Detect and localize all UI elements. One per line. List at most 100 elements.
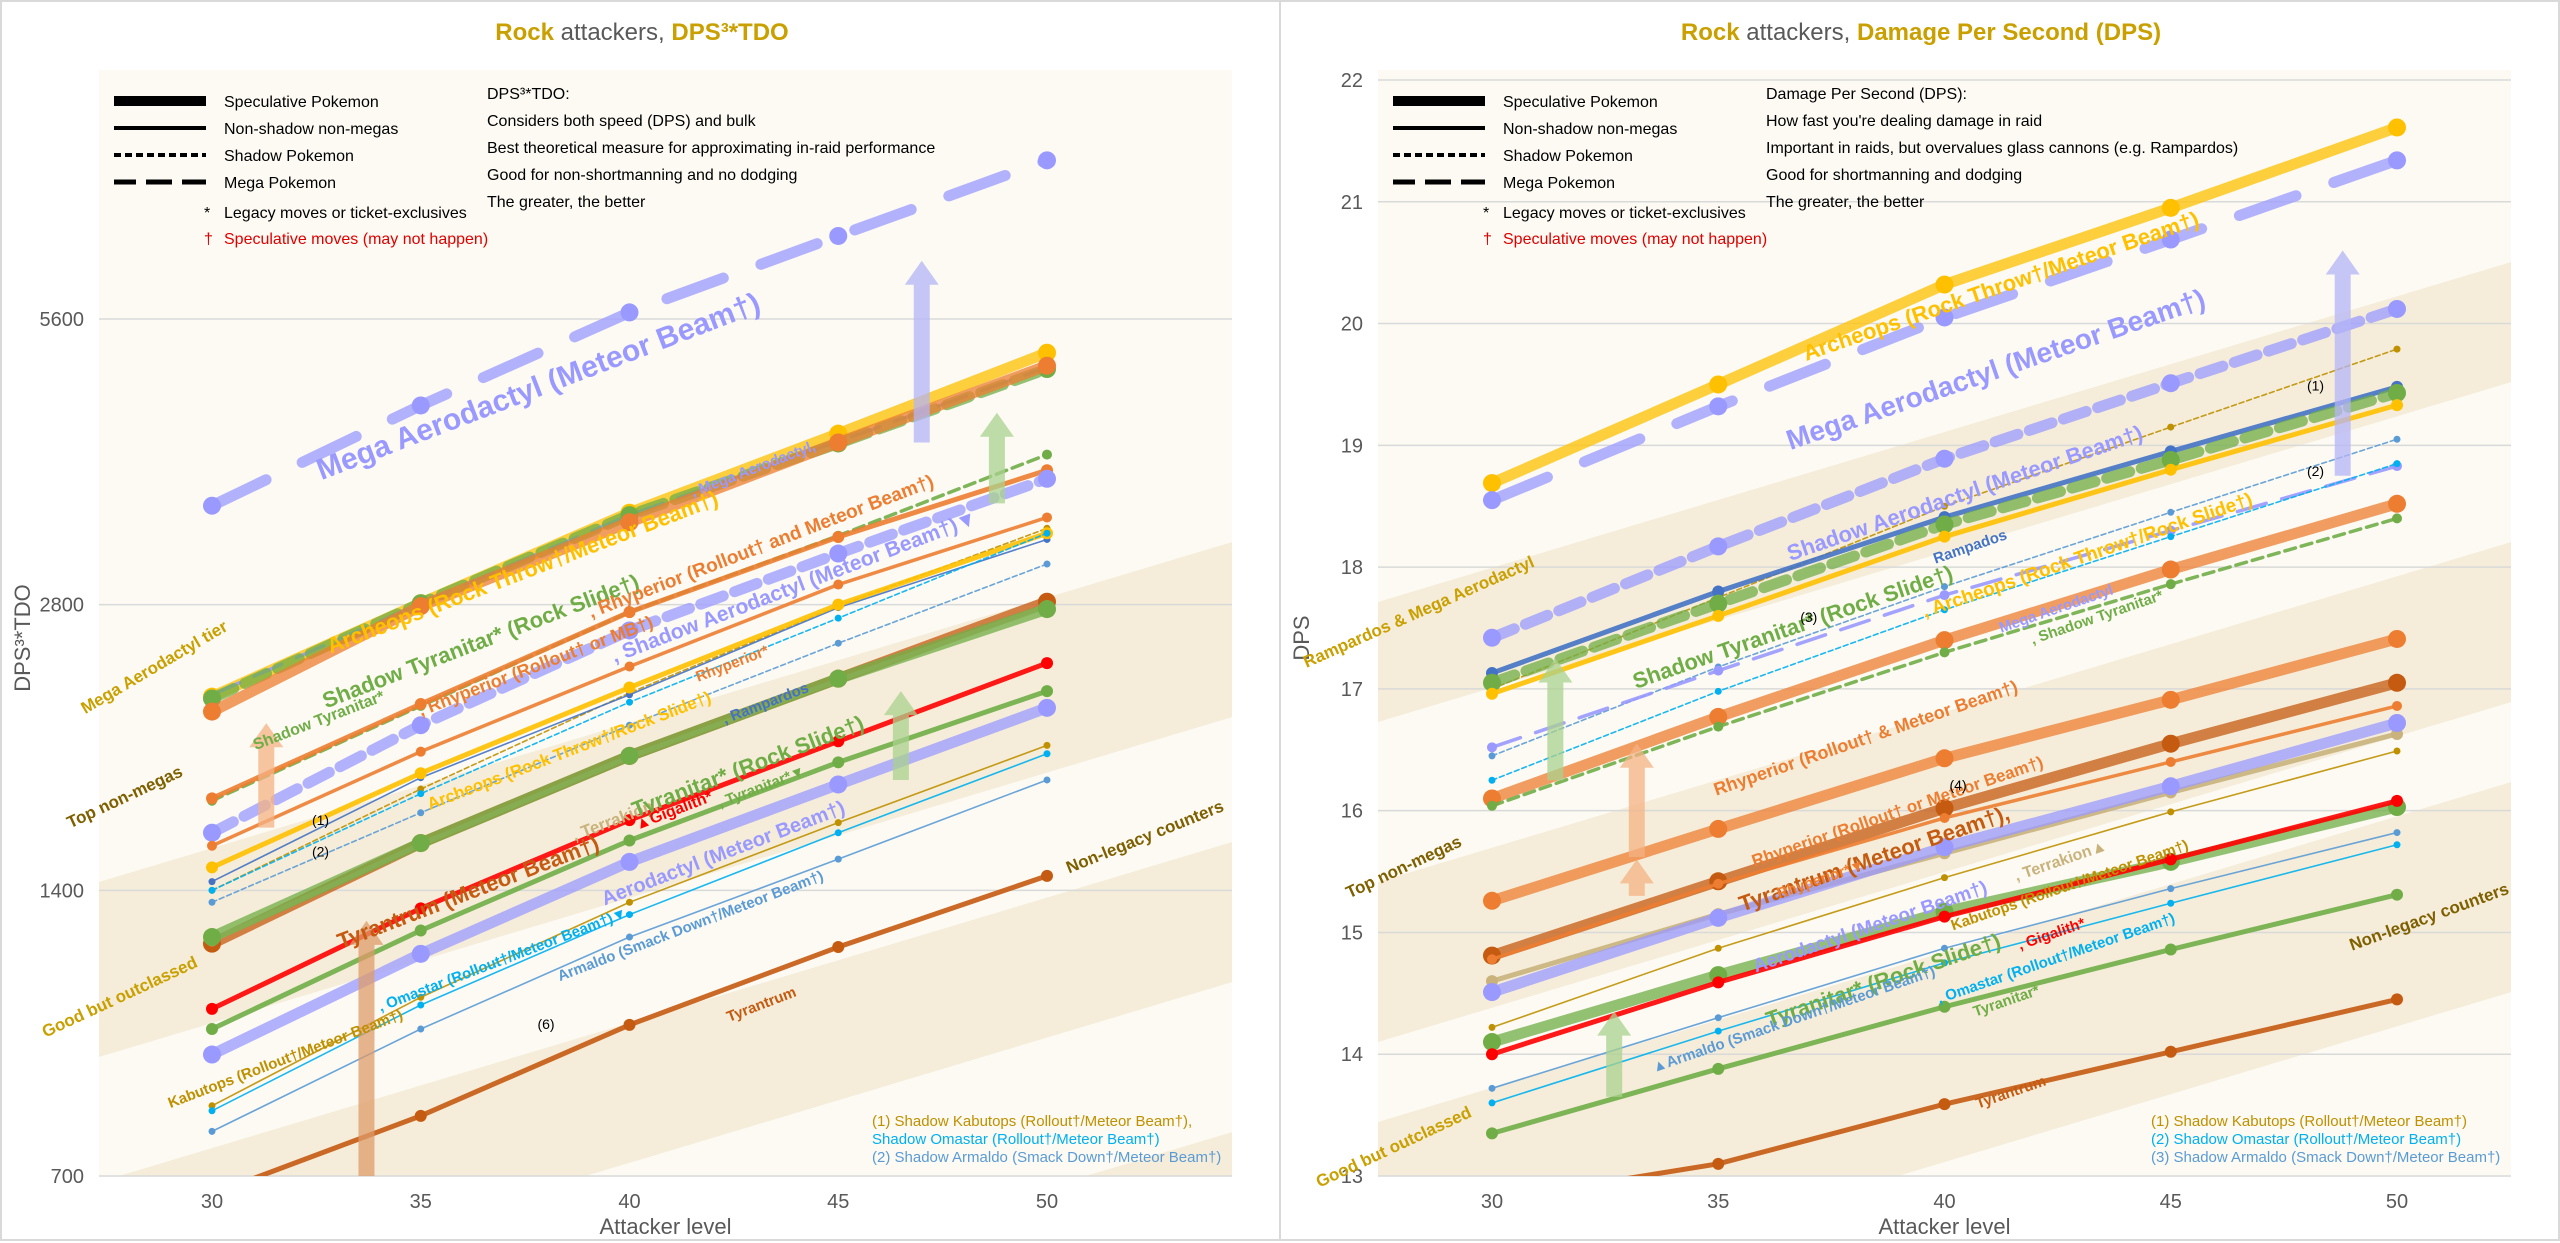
data-point xyxy=(2388,151,2406,170)
data-point xyxy=(1041,869,1053,882)
data-point xyxy=(1043,529,1051,537)
data-point xyxy=(832,598,845,611)
data-point xyxy=(1041,657,1053,670)
data-point xyxy=(208,1107,216,1115)
data-point xyxy=(2393,345,2401,353)
legend-marker-symbol: * xyxy=(1483,205,1489,222)
x-tick-label: 30 xyxy=(1481,1191,1503,1213)
data-point xyxy=(832,735,845,748)
upgrade-arrow xyxy=(2325,250,2360,476)
data-point xyxy=(1713,721,1724,732)
data-point xyxy=(1941,583,1948,591)
data-point xyxy=(1941,959,1948,967)
legend-marker-symbol: † xyxy=(204,231,213,248)
data-point xyxy=(1483,1033,1501,1052)
legend-label: Mega Pokemon xyxy=(224,175,336,192)
data-point xyxy=(1483,891,1501,910)
data-point xyxy=(1043,741,1051,749)
data-point xyxy=(207,840,217,851)
data-point xyxy=(2391,794,2403,807)
upgrade-arrow xyxy=(349,920,384,1176)
legend-marker-symbol: † xyxy=(1483,231,1492,248)
data-point xyxy=(1714,1014,1722,1022)
y-tick-label: 20 xyxy=(1341,314,1363,336)
data-point xyxy=(1488,1023,1496,1031)
y-tick-label: 1400 xyxy=(40,880,85,902)
chart-panel-dps3tdo: 700 1400 2800 5600 30 35 40 45 50 Attacker level D… xyxy=(0,0,1281,1241)
data-point xyxy=(1712,1062,1725,1075)
data-point xyxy=(623,681,636,694)
tier-band xyxy=(1085,1132,1232,1176)
legend-description-line: Damage Per Second (DPS): xyxy=(1766,86,1967,103)
data-point xyxy=(2161,690,2180,709)
footnote: Shadow Omastar (Rollout†/Meteor Beam†) xyxy=(872,1131,1160,1148)
upgrade-arrow xyxy=(1538,658,1573,781)
data-point xyxy=(2164,463,2177,476)
footnote: (2) Shadow Omastar (Rollout†/Meteor Beam… xyxy=(2151,1131,2461,1148)
data-point xyxy=(832,756,845,769)
data-point xyxy=(411,834,430,853)
data-point xyxy=(206,861,218,874)
data-point xyxy=(620,303,639,322)
data-point xyxy=(2388,299,2406,318)
series-gigalith xyxy=(1486,794,2403,1061)
data-point xyxy=(1042,512,1052,523)
data-point xyxy=(1935,308,1954,327)
data-point xyxy=(1713,878,1724,889)
data-point xyxy=(2167,885,2175,893)
series-label: (1) xyxy=(312,812,329,828)
data-point xyxy=(2164,1045,2177,1058)
data-point xyxy=(414,767,427,780)
data-point xyxy=(2392,700,2402,711)
legend: Speculative Pokemon Non-shadow non-megas S… xyxy=(114,86,935,248)
data-point xyxy=(1038,600,1056,619)
data-point xyxy=(1709,397,1728,416)
series-armaldo-smack-down-meteor-beam xyxy=(208,776,1051,1135)
data-point xyxy=(1938,530,1951,543)
data-point xyxy=(1714,944,1722,952)
x-tick-label: 40 xyxy=(618,1191,640,1213)
data-point xyxy=(1709,707,1728,726)
data-point xyxy=(1483,983,1501,1002)
series-aerodactyl-meteor-beam xyxy=(1483,713,2406,1002)
series-label: (6) xyxy=(537,1016,554,1032)
data-point xyxy=(2161,230,2180,249)
y-tick-label: 13 xyxy=(1341,1166,1363,1188)
series-shadow-armaldo-smack-down-meteor-beam xyxy=(208,560,1051,906)
data-point xyxy=(2167,423,2175,431)
data-point xyxy=(623,834,636,847)
legend-description-line: Good for shortmanning and dodging xyxy=(1766,167,2022,184)
data-point xyxy=(415,746,426,757)
data-point xyxy=(1483,673,1501,692)
data-point xyxy=(2393,841,2401,849)
data-point xyxy=(620,852,639,871)
series-shadow-aerodactyl-meteor-beam xyxy=(203,469,1056,842)
x-tick-label: 45 xyxy=(2160,1191,2182,1213)
series-shadow-aerodactyl-meteor-beam xyxy=(1483,299,2406,647)
data-point xyxy=(1712,976,1725,989)
data-point xyxy=(1483,628,1501,647)
series-label: (4) xyxy=(1950,777,1967,793)
data-point xyxy=(1487,742,1497,753)
data-point xyxy=(1038,343,1056,362)
upgrade-arrow xyxy=(883,691,918,780)
legend-description-line: Good for non-shortmanning and no dodging xyxy=(487,167,797,184)
data-point xyxy=(1042,449,1052,460)
data-point xyxy=(2165,579,2176,590)
data-point xyxy=(2161,734,2180,753)
data-point xyxy=(203,823,221,842)
legend-label: Speculative Pokemon xyxy=(1503,94,1658,111)
series-shadow-omastar-rollout-meteor-beam xyxy=(1488,460,2401,784)
data-point xyxy=(1712,1157,1725,1170)
data-point xyxy=(1714,687,1722,695)
arrows xyxy=(1538,250,2360,1097)
data-point xyxy=(1939,812,1950,823)
series-mega-aerodactyl-meteor-beam xyxy=(203,151,1056,515)
data-point xyxy=(2388,673,2406,692)
data-point xyxy=(1935,799,1954,818)
data-point xyxy=(208,1127,216,1135)
footnote: (1) Shadow Kabutops (Rollout†/Meteor Bea… xyxy=(872,1113,1192,1130)
data-point xyxy=(1709,908,1728,927)
data-point xyxy=(2391,993,2403,1006)
data-point xyxy=(2388,713,2406,732)
